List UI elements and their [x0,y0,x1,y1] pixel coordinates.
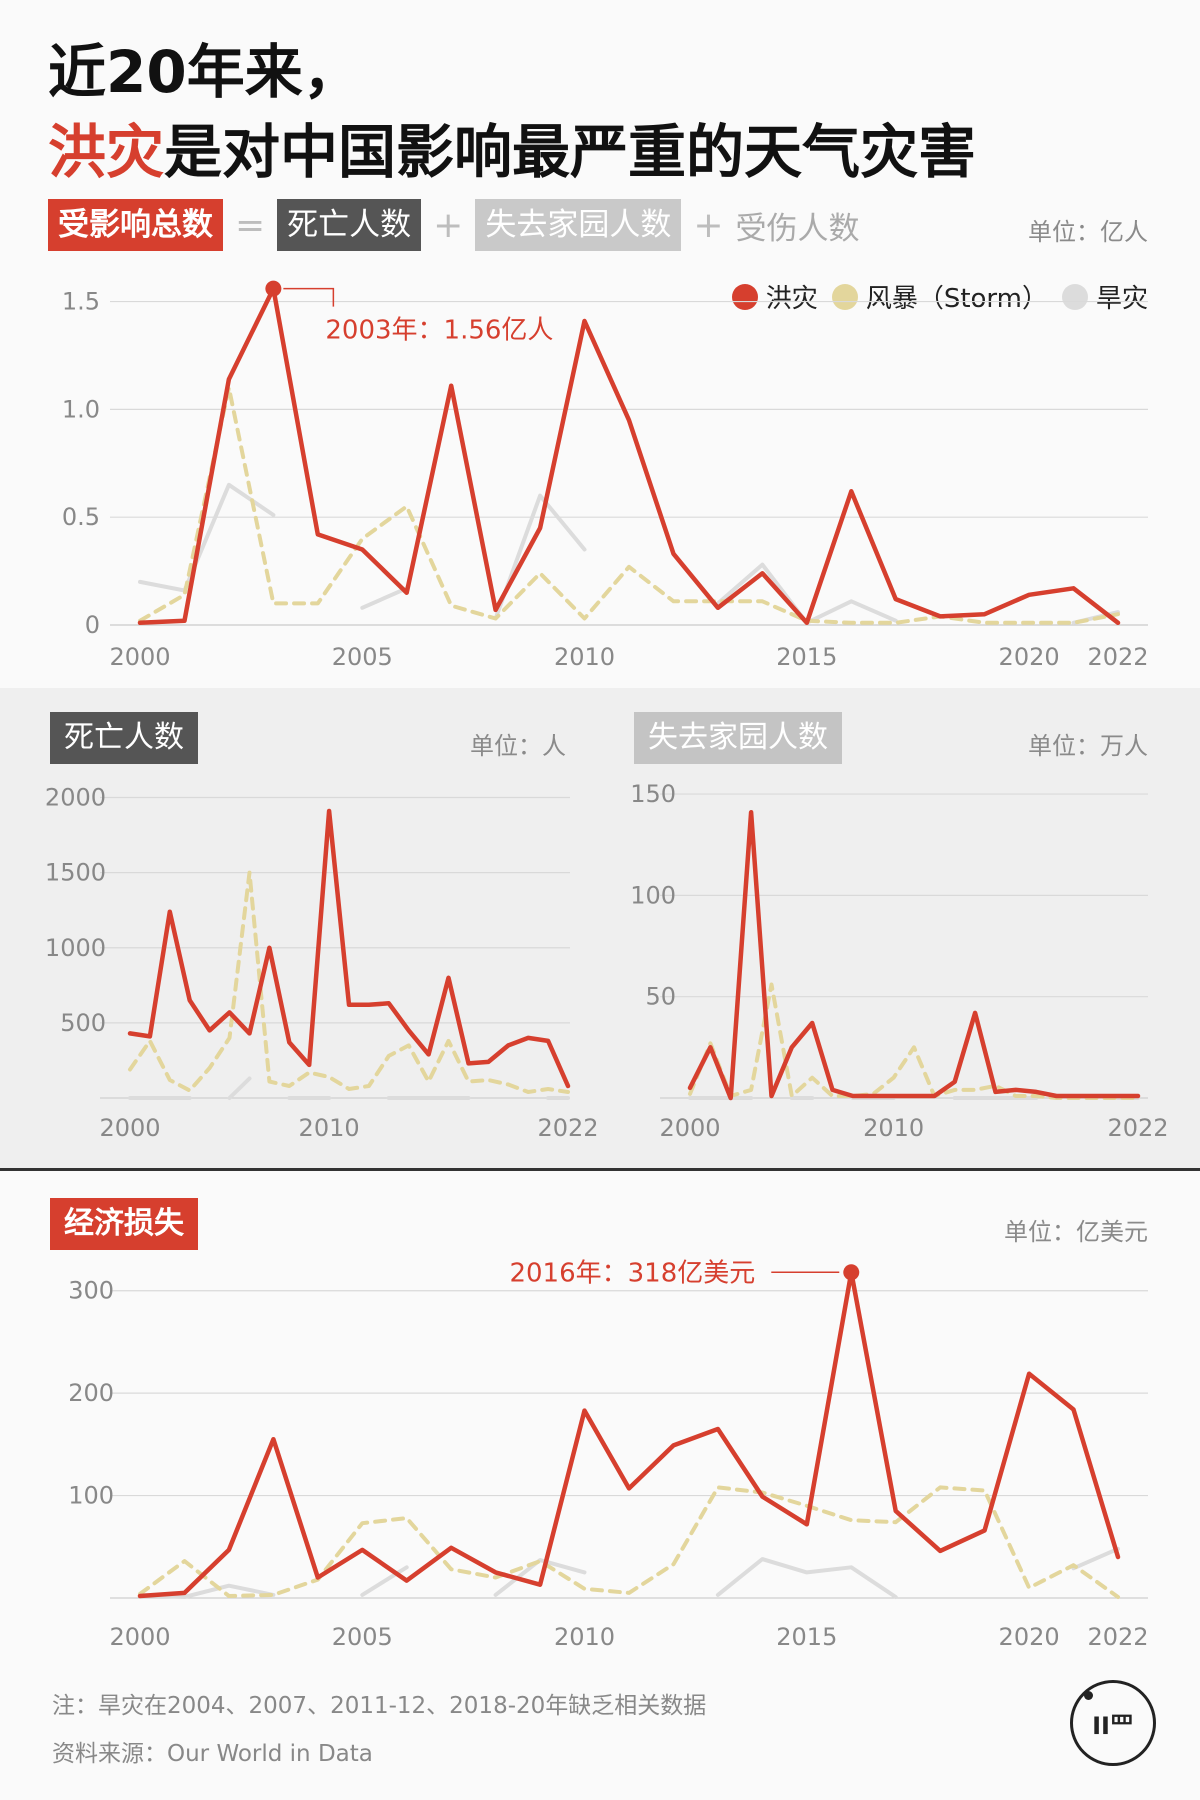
y-tick-label: 1.0 [62,395,100,423]
top-unit: 单位：亿人 [1028,218,1148,246]
logo-dot-icon [1084,1691,1093,1700]
x-tick-label: 2022 [1087,643,1148,671]
x-tick-label: 2000 [109,1623,170,1651]
x-tick-label: 2000 [109,643,170,671]
x-tick-label: 2010 [299,1114,360,1142]
deaths-chart-label: 死亡人数 [50,712,198,764]
y-tick-label: 1.5 [62,288,100,316]
drought-series-line [227,1076,252,1100]
y-tick-label: 300 [68,1277,114,1305]
x-tick-label: 2022 [1107,1114,1168,1142]
x-tick-label: 2000 [659,1114,720,1142]
drought-series-line [715,562,898,625]
storm-series-line [128,870,570,1094]
annotation-label: 2016年：318亿美元 [509,1258,755,1288]
x-tick-label: 2000 [99,1114,160,1142]
legend-drought-label: 旱灾 [1095,284,1148,314]
x-tick-label: 2022 [1087,1623,1148,1651]
legend-flood: 洪灾 [731,278,818,315]
total-affected-label: 受影响总数 [48,199,223,251]
homeless-label: 失去家园人数 [475,199,682,251]
x-tick-label: 2022 [537,1114,598,1142]
drought-series-line [493,1558,587,1597]
storm-dot-icon [831,283,858,310]
x-tick-label: 2005 [332,643,393,671]
flood-dot-icon [731,283,758,310]
y-tick-label: 100 [68,1482,114,1510]
legend-storm: 风暴（Storm） [831,278,1048,315]
y-tick-label: 2000 [45,784,106,812]
drought-series-line [493,493,587,621]
drought-dot-icon [1061,283,1088,310]
logo-text: ΙΙ罒 [1092,1711,1134,1740]
x-tick-label: 2010 [863,1114,924,1142]
homeless-unit: 单位：万人 [1028,732,1148,760]
injured-label: 受伤人数 [735,210,860,247]
storm-series-line [688,982,1140,1100]
y-tick-label: 100 [630,881,676,909]
x-tick-label: 2020 [999,1623,1060,1651]
y-tick-label: 0 [85,611,100,639]
homeless-chart: 50 100 150 2000 2010 2022 [630,780,1168,1142]
plus-sign: + [693,204,724,246]
footnote: 注：旱灾在2004、2007、2011-12、2018-20年缺乏相关数据 [52,1693,707,1719]
flood-series-line [687,810,1141,1101]
plus-sign: + [433,204,464,246]
x-tick-label: 2015 [776,1623,837,1651]
legend: 洪灾 风暴（Storm） 旱灾 [731,278,1148,315]
y-tick-label: 1500 [45,859,106,887]
page-title: 近20年来， 洪灾是对中国影响最严重的天气灾害 [48,32,976,192]
drought-series-line [715,1557,898,1599]
deaths-chart: 500 1000 1500 2000 2000 2010 2022 [45,784,599,1142]
storm-series-line [138,385,1120,625]
y-tick-label: 500 [60,1009,106,1037]
econ-unit: 单位：亿美元 [1004,1218,1148,1246]
y-tick-label: 50 [645,983,676,1011]
annotation-marker [265,280,282,297]
section-divider [0,1168,1200,1171]
y-tick-label: 150 [630,780,676,808]
y-tick-label: 1000 [45,934,106,962]
source: 资料来源：Our World in Data [52,1741,373,1767]
deaths-label: 死亡人数 [277,199,422,251]
flood-series-line [137,1270,1121,1599]
y-tick-label: 200 [68,1379,114,1407]
x-tick-label: 2020 [999,643,1060,671]
flood-series-line [137,286,1121,626]
x-tick-label: 2010 [554,1623,615,1651]
drought-series-line [1071,1546,1120,1571]
publisher-logo: ΙΙ罒 [1070,1680,1156,1766]
flood-series-line [127,808,571,1089]
title-line-2: 洪灾是对中国影响最严重的天气灾害 [48,112,976,192]
storm-series-line [138,1485,1120,1599]
annotation-marker [843,1264,860,1281]
drought-series-line [360,586,409,610]
x-tick-label: 2005 [332,1623,393,1651]
legend-flood-label: 洪灾 [765,284,818,314]
drought-series-line [360,1565,409,1597]
x-tick-label: 2010 [554,643,615,671]
econ-loss-chart: 100 200 300 2000 2005 2010 2015 2020 2022 2016年：3… [68,1258,1148,1651]
annotation-label: 2003年：1.56亿人 [325,316,553,346]
legend-drought: 旱灾 [1061,278,1148,315]
title-rest: 是对中国影响最严重的天气灾害 [164,118,977,186]
y-tick-label: 0.5 [62,503,100,531]
formula-row: 受影响总数 = 死亡人数 + 失去家园人数 + 受伤人数 [48,198,860,252]
title-line-1: 近20年来， [48,38,361,106]
equals-sign: = [235,204,266,246]
total-affected-chart: 0 0.5 1.0 1.5 2000 2005 2010 2015 2020 2022 2003年：… [62,280,1149,671]
econ-loss-label: 经济损失 [50,1198,198,1250]
annotation-leader [283,287,335,307]
homeless-chart-label: 失去家园人数 [634,712,842,764]
deaths-unit: 单位：人 [470,732,566,760]
title-highlight: 洪灾 [48,118,165,186]
x-tick-label: 2015 [776,643,837,671]
legend-storm-label: 风暴（Storm） [865,284,1048,314]
